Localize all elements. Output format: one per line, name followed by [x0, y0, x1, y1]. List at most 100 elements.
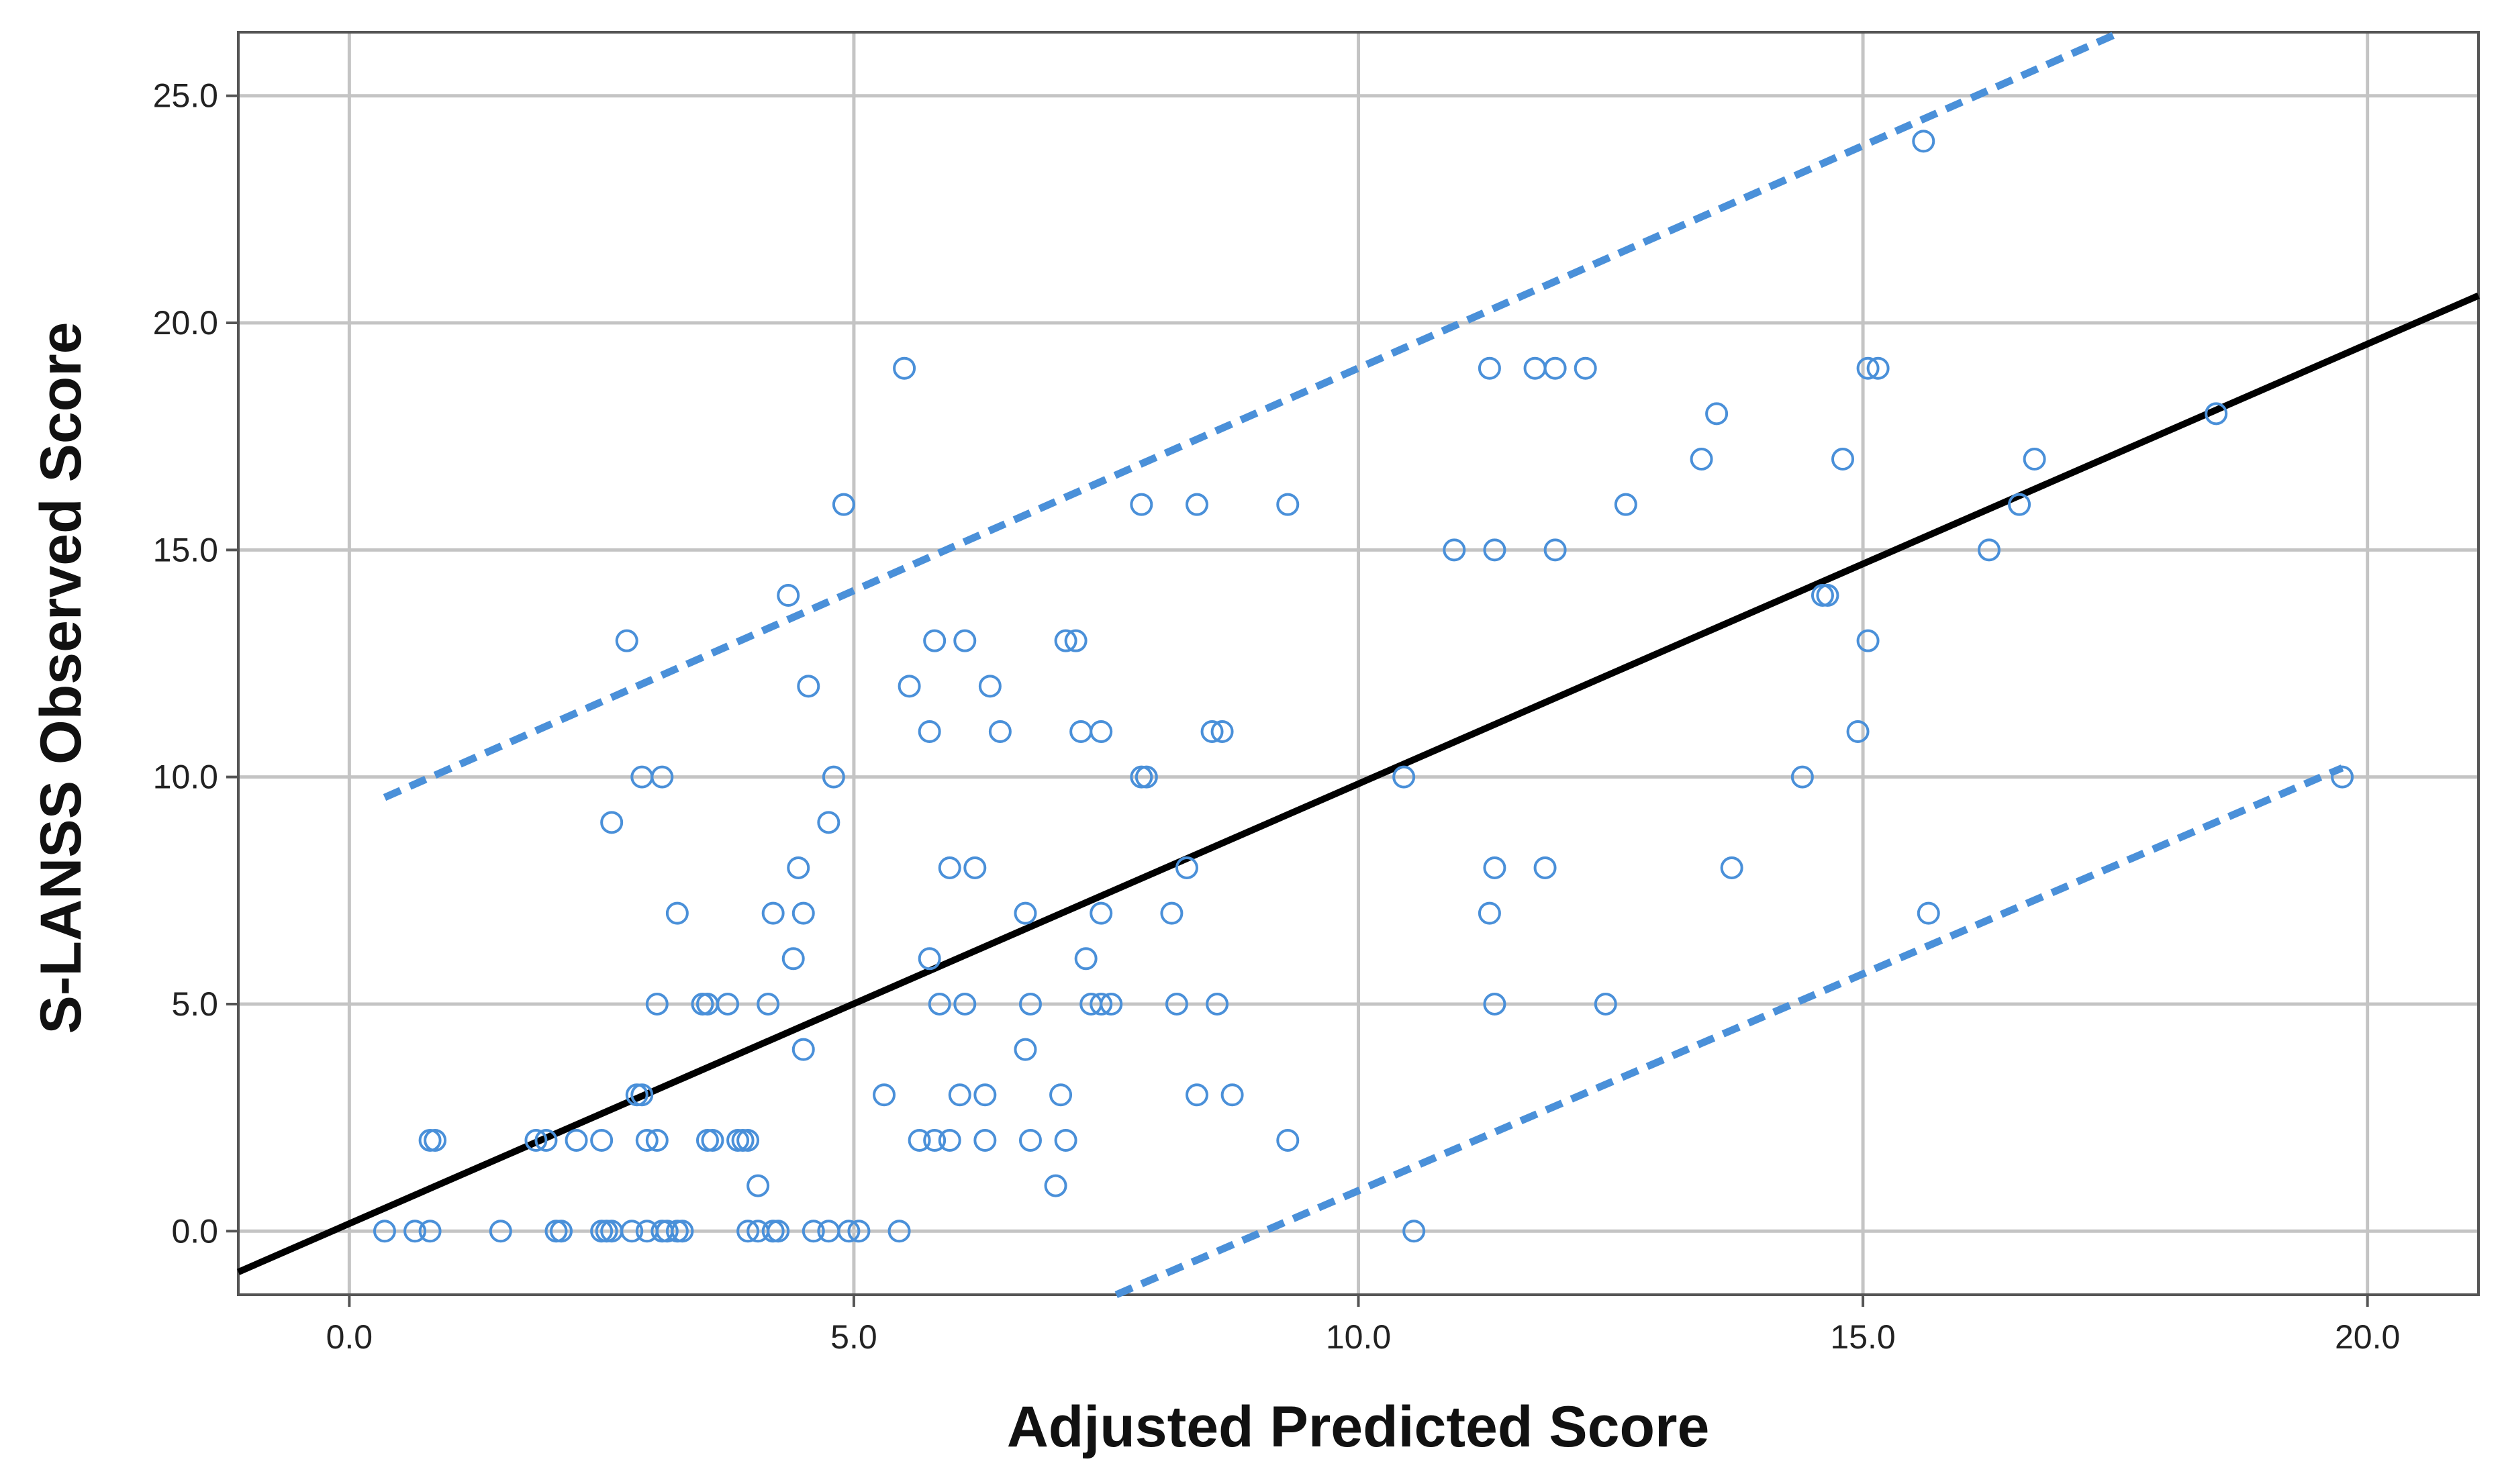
- data-point: [590, 1128, 614, 1152]
- data-point: [791, 1038, 815, 1061]
- lower-prediction-bound-line: [1114, 764, 2344, 1299]
- data-point: [988, 720, 1012, 743]
- data-point: [953, 992, 977, 1016]
- data-point: [822, 765, 845, 789]
- data-point: [1533, 856, 1557, 879]
- data-point: [1912, 130, 1935, 153]
- data-point: [938, 856, 961, 879]
- data-point: [797, 675, 820, 698]
- data-point: [655, 1220, 679, 1243]
- data-point: [1720, 856, 1743, 879]
- data-point: [1090, 992, 1113, 1016]
- data-point: [1856, 629, 1880, 652]
- data-point: [1866, 356, 1890, 380]
- data-point: [731, 1128, 755, 1152]
- data-point: [948, 1083, 971, 1107]
- data-point: [651, 765, 674, 789]
- data-point: [781, 947, 805, 971]
- data-point: [1856, 356, 1880, 380]
- data-point: [695, 1128, 719, 1152]
- data-point: [701, 1128, 724, 1152]
- data-point: [1483, 538, 1506, 562]
- data-point: [918, 720, 941, 743]
- data-point: [635, 1128, 659, 1152]
- data-point: [777, 584, 800, 607]
- data-point: [1478, 901, 1501, 925]
- data-point: [565, 1128, 588, 1152]
- data-point: [767, 1220, 790, 1243]
- data-point: [1018, 992, 1042, 1016]
- data-point: [1574, 356, 1597, 380]
- data-point: [1018, 1128, 1042, 1152]
- data-point: [424, 1128, 447, 1152]
- fit-line: [237, 292, 2480, 1275]
- data-point: [893, 356, 916, 380]
- data-point: [1811, 584, 1834, 607]
- data-point: [1100, 992, 1123, 1016]
- y-tick-label: 5.0: [171, 985, 218, 1023]
- data-point: [1054, 629, 1077, 652]
- data-point: [1049, 1083, 1073, 1107]
- data-point: [1074, 947, 1098, 971]
- data-point: [736, 1220, 760, 1243]
- data-point: [534, 1128, 558, 1152]
- data-point: [1064, 629, 1088, 652]
- data-point: [817, 811, 840, 834]
- data-point: [847, 1220, 871, 1243]
- data-point: [1478, 356, 1501, 380]
- data-point: [524, 1128, 548, 1152]
- data-point: [2023, 448, 2046, 471]
- data-point: [373, 1220, 396, 1243]
- data-point: [1705, 402, 1729, 426]
- data-points: [373, 130, 2354, 1243]
- data-point: [671, 1220, 694, 1243]
- data-point: [1483, 856, 1506, 879]
- plot-frame: [237, 31, 2480, 1296]
- data-point: [1523, 356, 1547, 380]
- upper-prediction-bound-line: [383, 31, 2117, 801]
- data-point: [489, 1220, 512, 1243]
- x-axis-title: Adjusted Predicted Score: [1007, 1395, 1710, 1459]
- tick-labels: 0.0 5.0 10.0 15.0 20.0 0.0 5.0 10.0 15.0 20.0 25.0: [153, 77, 2401, 1356]
- data-point: [963, 856, 987, 879]
- data-point: [1831, 448, 1855, 471]
- data-point: [1790, 765, 1814, 789]
- data-point: [600, 811, 624, 834]
- data-point: [832, 493, 855, 516]
- lines: [237, 31, 2480, 1299]
- data-point: [1846, 720, 1870, 743]
- data-point: [918, 947, 941, 971]
- data-point: [620, 1220, 644, 1243]
- data-point: [665, 901, 689, 925]
- x-tick-label: 5.0: [830, 1318, 877, 1356]
- data-point: [1690, 448, 1713, 471]
- data-point: [1160, 901, 1184, 925]
- y-axis-title: S-LANSS Observed Score: [29, 321, 93, 1034]
- data-point: [1135, 765, 1158, 789]
- data-point: [645, 1128, 669, 1152]
- data-point: [1816, 584, 1839, 607]
- data-point: [1276, 493, 1300, 516]
- data-point: [757, 992, 780, 1016]
- data-point: [1200, 720, 1224, 743]
- data-point: [923, 629, 947, 652]
- data-point: [791, 901, 815, 925]
- data-point: [1917, 901, 1940, 925]
- data-point: [923, 1128, 947, 1152]
- data-point: [1220, 1083, 1244, 1107]
- data-point: [1090, 720, 1113, 743]
- data-point: [978, 675, 1002, 698]
- data-point: [1175, 856, 1198, 879]
- data-point: [973, 1128, 997, 1152]
- data-point: [645, 992, 669, 1016]
- data-point: [550, 1220, 573, 1243]
- data-point: [973, 1083, 997, 1107]
- data-point: [403, 1220, 427, 1243]
- data-point: [938, 1128, 961, 1152]
- data-point: [1210, 720, 1234, 743]
- data-point: [1543, 356, 1567, 380]
- data-point: [1165, 992, 1188, 1016]
- data-point: [1130, 493, 1153, 516]
